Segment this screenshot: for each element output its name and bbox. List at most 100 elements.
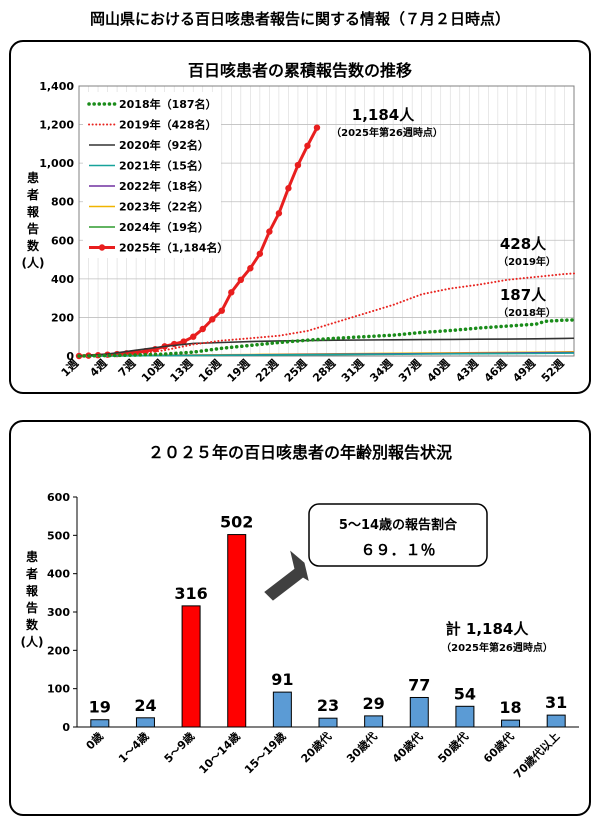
x-category-label: 70歳代以上 — [510, 729, 562, 781]
plot-frame — [78, 85, 575, 357]
bar — [546, 714, 566, 728]
series-point — [313, 124, 321, 131]
bar — [227, 534, 247, 728]
bar-chart-title: ２０２５年の百日咳患者の年齢別報告状況 — [148, 443, 452, 462]
legend-box — [83, 92, 221, 258]
annotation-value: 187人 — [500, 286, 547, 304]
x-category-label: 0歳 — [83, 729, 106, 752]
series-point — [285, 185, 292, 192]
x-tick-label: 46週 — [481, 356, 510, 385]
line-chart-title: 百日咳患者の累積報告数の推移 — [188, 61, 412, 80]
line-y-label-char: 報 — [27, 204, 40, 219]
x-tick-label: 1週 — [58, 356, 81, 379]
x-category-label: 10～14歳 — [196, 729, 243, 776]
annotation-value: 1,184人 — [352, 106, 415, 124]
series-point — [275, 210, 283, 217]
x-tick-label: 52週 — [538, 356, 567, 385]
x-tick-label: 10週 — [138, 356, 167, 385]
y-tick-label: 200 — [51, 311, 74, 324]
line-chart-y-ticks: 0 200 400 600 800 1,000 1,200 1,400 — [39, 80, 74, 363]
bar-value-label: 54 — [454, 684, 476, 703]
series-point — [199, 325, 206, 333]
y-tick-label: 600 — [51, 234, 74, 247]
x-tick-label: 16週 — [195, 356, 224, 385]
legend-label: 2022年（18名） — [119, 179, 209, 193]
annotation-note: （2018年） — [498, 306, 556, 319]
callout-arrow — [264, 550, 309, 601]
x-tick-label: 34週 — [367, 356, 396, 385]
series-point — [247, 265, 254, 272]
legend-marker — [98, 244, 106, 251]
x-category-label: 60歳代 — [480, 729, 516, 765]
bar-y-label-char: 告 — [26, 600, 38, 615]
annotation-note: （2025年第26週時点） — [331, 126, 443, 139]
x-tick-label: 7週 — [115, 356, 138, 379]
annotation-note: （2019年） — [498, 255, 556, 268]
bar-value-label: 19 — [89, 698, 111, 717]
bar — [409, 696, 429, 728]
y-tick-label: 400 — [51, 273, 74, 286]
series-line — [78, 352, 575, 357]
series-point — [218, 307, 225, 314]
legend-label: 2024年（19名） — [119, 220, 209, 234]
y-tick-label: 200 — [47, 644, 70, 657]
x-category-label: 50歳代 — [435, 729, 471, 765]
y-tick-label: 0 — [62, 721, 70, 734]
bar-value-label: 316 — [174, 584, 207, 603]
legend-label: 2023年（22名） — [119, 200, 209, 214]
legend-label: 2021年（15名） — [119, 159, 209, 173]
bar — [318, 717, 338, 728]
series-point — [228, 289, 235, 296]
bar-value-label: 23 — [317, 696, 339, 715]
legend-label: 2019年（428名） — [119, 118, 217, 132]
x-category-label: 15～19歳 — [241, 729, 288, 776]
x-tick-label: 22週 — [253, 356, 282, 385]
x-category-label: 1～4歳 — [115, 729, 151, 765]
series-point — [294, 161, 302, 169]
legend-label: 2020年（92名） — [119, 138, 209, 152]
total-note: （2025年第26週時点） — [441, 641, 553, 654]
y-tick-label: 400 — [47, 568, 70, 581]
line-y-label-char: (人) — [22, 255, 45, 270]
legend-label: 2018年（187名） — [119, 97, 217, 111]
bar-y-label-char: 報 — [26, 583, 39, 598]
y-tick-label: 1,400 — [39, 80, 74, 93]
x-tick-label: 13週 — [167, 356, 196, 385]
bar-chart-total: 計 1,184人 （2025年第26週時点） — [441, 620, 553, 654]
x-tick-label: 49週 — [510, 356, 539, 385]
bar-y-label-char: 者 — [25, 566, 38, 581]
bar-chart-panel: ２０２５年の百日咳患者の年齢別報告状況 患者報告数 (人) 0 100 200 300 4… — [9, 420, 591, 816]
annotation-value: 428人 — [500, 235, 547, 253]
callout-line2: ６９．１％ — [360, 541, 435, 559]
x-category-label: 5～9歳 — [161, 729, 197, 765]
x-tick-label: 19週 — [224, 356, 253, 385]
y-tick-label: 500 — [47, 529, 70, 542]
line-y-label-char: 者 — [26, 187, 39, 202]
series-point — [256, 250, 264, 257]
y-tick-label: 600 — [47, 491, 70, 504]
line-chart-annotations: 1,184人 （2025年第26週時点） 428人 （2019年） 187人 （2018年… — [331, 106, 556, 319]
bar — [272, 691, 292, 728]
x-category-label: 40歳代 — [389, 729, 425, 765]
line-chart-legend: 2018年（187名） 2019年（428名） 2020年（92名） 2021年（15… — [83, 92, 228, 258]
series-line — [78, 272, 575, 357]
x-tick-label: 37週 — [395, 356, 424, 385]
x-tick-label: 43週 — [452, 356, 481, 385]
y-tick-label: 800 — [51, 196, 74, 209]
total-value: 計 1,184人 — [446, 620, 530, 638]
x-tick-label: 40週 — [424, 356, 453, 385]
y-tick-label: 1,000 — [39, 157, 74, 170]
series-point — [180, 338, 187, 345]
line-y-label-char: 告 — [27, 221, 39, 236]
y-tick-label: 300 — [47, 606, 70, 619]
bar-value-label: 29 — [363, 694, 385, 713]
page-title: 岡山県における百日咳患者報告に関する情報（７月２日時点） — [89, 10, 510, 28]
series-point — [266, 228, 273, 235]
bar — [455, 705, 475, 728]
bar — [501, 719, 521, 728]
x-category-label: 20歳代 — [298, 729, 334, 765]
bar — [135, 717, 155, 728]
